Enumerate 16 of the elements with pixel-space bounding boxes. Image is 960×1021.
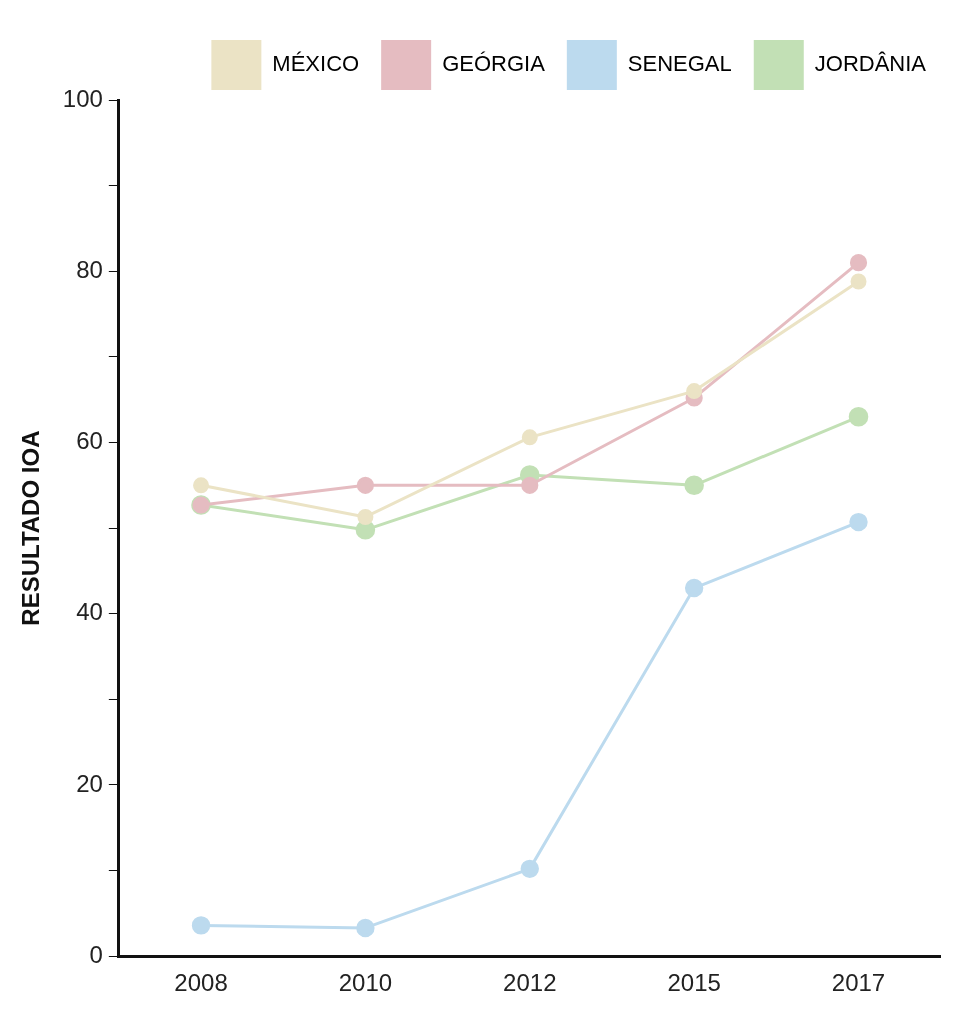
legend-label: GEÓRGIA xyxy=(442,51,546,77)
y-tick-label: 20 xyxy=(76,769,103,797)
legend-label: MÉXICO xyxy=(272,51,360,77)
x-tick-label: 2012 xyxy=(503,969,557,997)
y-tick-label: 60 xyxy=(76,427,103,455)
x-tick-label: 2017 xyxy=(831,969,886,997)
y-tick-label: 100 xyxy=(62,84,103,112)
y-tick-label: 80 xyxy=(76,255,103,283)
y-tick-label: 40 xyxy=(76,598,103,626)
legend-label: SENEGAL xyxy=(627,51,732,77)
y-tick-label: 0 xyxy=(89,940,103,968)
x-tick-label: 2010 xyxy=(338,969,393,997)
legend-label: JORDÂNIA xyxy=(814,51,927,77)
x-tick-label: 2008 xyxy=(174,969,228,997)
x-tick-label: 2015 xyxy=(667,969,721,997)
y-axis-title: RESULTADO IOA xyxy=(17,430,45,626)
